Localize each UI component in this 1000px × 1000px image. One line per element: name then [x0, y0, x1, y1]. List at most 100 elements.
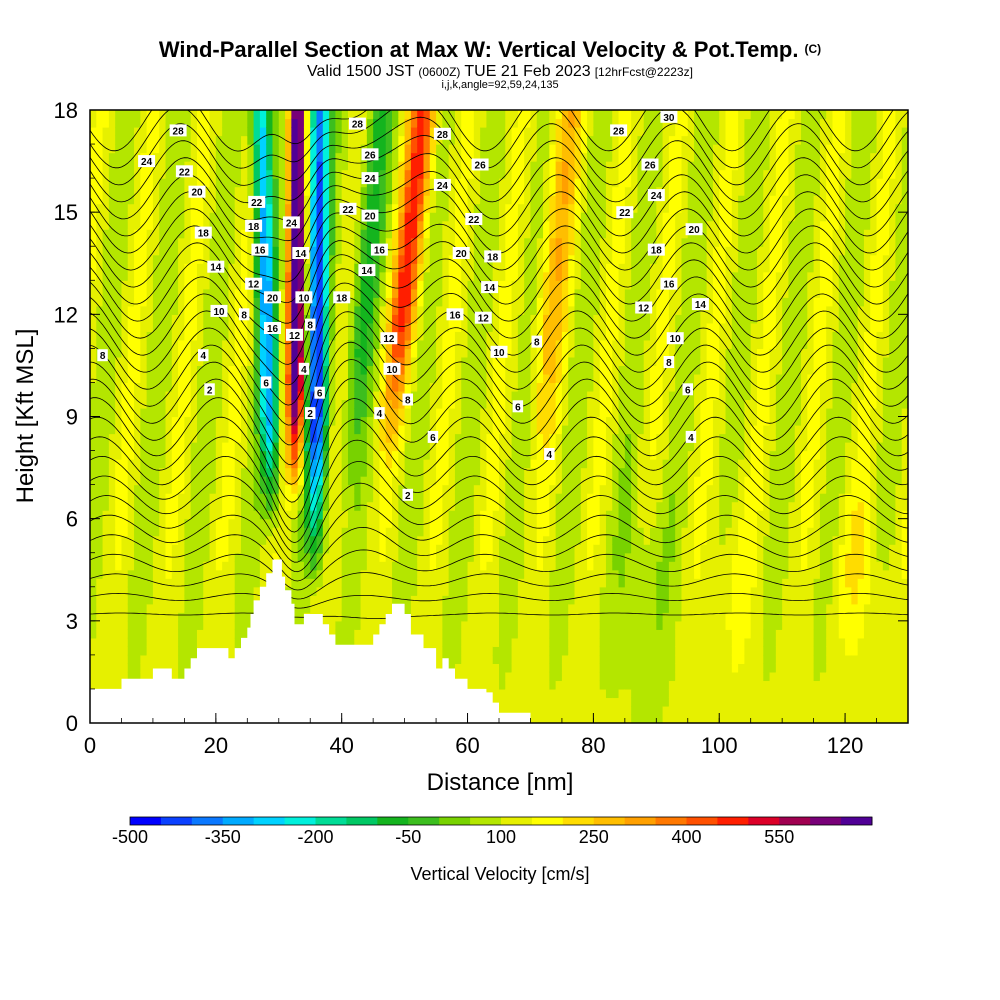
colorbar-swatch — [160, 817, 193, 825]
colorbar-swatch — [191, 817, 224, 825]
contour-label: 10 — [295, 291, 313, 304]
contour-label: 8 — [663, 356, 675, 369]
colorbar-swatch — [841, 817, 873, 825]
contour-label: 10 — [490, 345, 508, 359]
contour-label: 8 — [402, 393, 413, 407]
contour-label: 18 — [484, 250, 502, 263]
contour-label: 16 — [251, 243, 269, 257]
x-tick-label: 0 — [84, 733, 96, 758]
theta-contour — [90, 592, 908, 609]
theta-contour — [90, 240, 908, 324]
valid-time-line: Valid 1500 JST (0600Z) TUE 21 Feb 2023 [12h… — [307, 63, 693, 80]
colorbar-tick-label: 550 — [764, 827, 794, 847]
plot-area: 8282422201814104222181612820166241410124… — [90, 110, 908, 723]
contour-label: 6 — [512, 400, 524, 413]
chart-title: Wind-Parallel Section at Max W: Vertical… — [159, 37, 821, 62]
contour-label: 6 — [314, 386, 325, 400]
colorbar: -500 -350 -200 -50 100 250 400 550 — [112, 816, 873, 847]
contour-label: 10 — [666, 332, 684, 345]
theta-contour — [90, 153, 908, 221]
vertical-velocity-field — [90, 110, 908, 723]
theta-contour — [90, 135, 908, 204]
valid-utc: (0600Z) — [418, 65, 460, 79]
contour-label: 4 — [298, 362, 310, 376]
theta-contour — [90, 325, 908, 446]
colorbar-swatch — [501, 817, 533, 825]
colorbar-label: Vertical Velocity [cm/s] — [410, 864, 589, 884]
colorbar-swatch — [377, 817, 409, 825]
contour-label: 4 — [544, 448, 555, 461]
colorbar-swatch — [810, 817, 842, 825]
theta-contour — [90, 504, 908, 573]
theta-contour — [90, 461, 908, 554]
contour-label: 28 — [610, 124, 628, 137]
contour-label: 10 — [210, 304, 228, 318]
theta-contour — [90, 549, 908, 591]
colorbar-tick-label: -500 — [112, 827, 148, 847]
contour-label: 6 — [682, 383, 693, 396]
colorbar-swatch — [470, 817, 502, 825]
x-axis-label: Distance [nm] — [427, 769, 574, 796]
theta-contour — [90, 311, 908, 426]
colorbar-frame — [129, 816, 873, 826]
theta-contour — [90, 110, 908, 169]
contour-label: 8 — [238, 308, 250, 321]
contour-label: 22 — [616, 206, 634, 219]
terrain — [90, 559, 908, 723]
y-tick-label: 15 — [54, 200, 78, 225]
contour-label: 26 — [641, 158, 659, 172]
x-tick-label: 20 — [204, 733, 228, 758]
contour-label: 22 — [175, 165, 193, 178]
y-axis: 0 3 6 9 12 15 18 — [54, 98, 908, 736]
contour-label: 4 — [198, 349, 209, 362]
contour-label: 22 — [248, 195, 266, 209]
contour-label: 14 — [481, 281, 499, 294]
contour-label: 26 — [361, 148, 379, 161]
contour-label: 24 — [433, 178, 451, 192]
contour-label: 12 — [286, 328, 303, 342]
contour-label: 6 — [427, 430, 439, 444]
colorbar-swatch — [315, 817, 347, 825]
colorbar-swatch — [779, 817, 811, 825]
contour-label: 8 — [97, 349, 108, 362]
theta-contour — [90, 418, 908, 533]
contour-label: 6 — [260, 376, 272, 389]
contour-label: 16 — [264, 322, 281, 335]
x-tick-label: 120 — [827, 733, 864, 758]
contour-label: 22 — [465, 213, 483, 226]
colorbar-tick-label: 250 — [579, 827, 609, 847]
theta-contour — [90, 268, 908, 365]
grid-indices: i,j,k,angle=92,59,24,135 — [441, 79, 558, 91]
theta-contour — [90, 482, 908, 563]
contour-label: 20 — [264, 291, 281, 304]
x-axis: 0 20 40 60 80 100 120 — [84, 713, 909, 758]
theta-contour — [90, 572, 908, 600]
y-axis-label: Height [Kft MSL] — [12, 329, 39, 504]
contour-label: 24 — [138, 155, 156, 168]
contour-label: 24 — [361, 172, 379, 185]
theta-contour — [90, 359, 908, 485]
contour-label: 20 — [685, 223, 703, 236]
theta-contour — [90, 612, 908, 619]
colorbar-tick-label: 400 — [671, 827, 701, 847]
valid-date: TUE 21 Feb 2023 — [464, 63, 590, 80]
contour-label: 14 — [292, 247, 310, 260]
contour-label: 30 — [660, 110, 678, 124]
colorbar-swatch — [593, 817, 626, 825]
theta-contour — [90, 378, 908, 503]
contour-label: 12 — [245, 277, 263, 291]
contour-label: 12 — [635, 301, 653, 315]
colorbar-swatch — [624, 817, 657, 825]
theta-contour — [90, 526, 908, 582]
contour-label: 22 — [339, 202, 357, 216]
copyright-mark: (C) — [804, 42, 821, 56]
theta-contour — [90, 206, 908, 283]
theta-contour — [90, 223, 908, 304]
colorbar-swatch — [531, 817, 564, 825]
contour-label: 10 — [383, 362, 401, 376]
colorbar-tick-label: -200 — [297, 827, 333, 847]
y-tick-label: 0 — [66, 711, 78, 736]
contour-label: 16 — [446, 308, 464, 321]
x-tick-label: 80 — [581, 733, 605, 758]
contour-label: 18 — [333, 291, 351, 304]
